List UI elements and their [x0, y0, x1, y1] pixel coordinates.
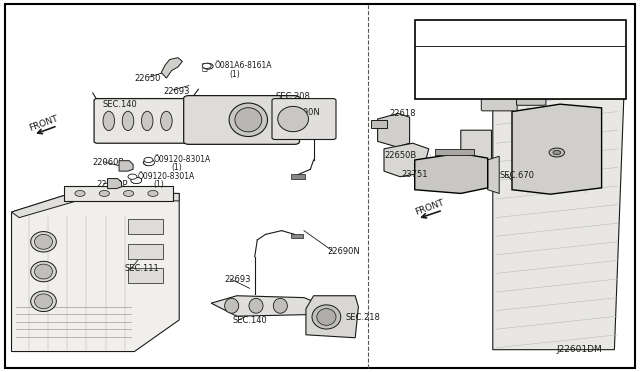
Text: FRONT: FRONT — [414, 198, 446, 217]
Ellipse shape — [225, 298, 239, 313]
Text: Ð08911-1062G: Ð08911-1062G — [512, 80, 570, 89]
Circle shape — [148, 190, 158, 196]
Circle shape — [553, 150, 561, 155]
Bar — [435, 149, 474, 155]
Ellipse shape — [161, 111, 172, 131]
Polygon shape — [12, 193, 179, 352]
FancyBboxPatch shape — [516, 84, 546, 105]
Ellipse shape — [35, 234, 52, 249]
Ellipse shape — [31, 291, 56, 312]
Text: Ⓑ: Ⓑ — [202, 61, 208, 71]
Ellipse shape — [312, 305, 340, 329]
Ellipse shape — [273, 298, 287, 313]
Text: 22693: 22693 — [224, 275, 250, 284]
Text: 22618: 22618 — [389, 109, 415, 118]
Text: 22611N: 22611N — [471, 80, 504, 89]
Polygon shape — [512, 104, 602, 194]
Polygon shape — [384, 143, 429, 177]
Polygon shape — [161, 58, 182, 78]
FancyBboxPatch shape — [184, 96, 300, 144]
Bar — [415, 20, 626, 99]
Text: (1): (1) — [154, 180, 164, 189]
Ellipse shape — [278, 106, 308, 132]
Bar — [291, 234, 303, 238]
Polygon shape — [378, 113, 410, 147]
Ellipse shape — [35, 294, 52, 309]
Ellipse shape — [229, 103, 268, 137]
Ellipse shape — [235, 108, 262, 132]
Polygon shape — [108, 179, 122, 189]
Text: SEC.111: SEC.111 — [125, 264, 159, 273]
Ellipse shape — [35, 264, 52, 279]
Polygon shape — [488, 156, 499, 193]
Circle shape — [144, 157, 153, 163]
Text: Ö081A6-8161A: Ö081A6-8161A — [214, 61, 272, 70]
Ellipse shape — [103, 111, 115, 131]
FancyBboxPatch shape — [272, 99, 336, 140]
Circle shape — [143, 160, 154, 166]
Bar — [291, 174, 305, 179]
Polygon shape — [64, 186, 173, 201]
Text: Ö09120-8301A: Ö09120-8301A — [154, 155, 211, 164]
Ellipse shape — [122, 111, 134, 131]
Circle shape — [503, 82, 512, 87]
Text: 22693: 22693 — [163, 87, 189, 96]
Polygon shape — [211, 296, 326, 316]
Circle shape — [203, 63, 213, 69]
Circle shape — [124, 190, 134, 196]
Ellipse shape — [317, 309, 336, 325]
Text: Ö09120-8301A: Ö09120-8301A — [138, 172, 195, 181]
Polygon shape — [119, 161, 133, 171]
Circle shape — [131, 177, 142, 183]
Text: 22060P: 22060P — [93, 158, 124, 167]
Text: SEC.208: SEC.208 — [275, 92, 310, 101]
Bar — [128, 268, 163, 283]
Circle shape — [131, 177, 141, 183]
Text: SEC.140: SEC.140 — [232, 316, 267, 325]
Text: (4): (4) — [526, 88, 537, 97]
Circle shape — [128, 174, 137, 179]
Text: 22690N: 22690N — [287, 108, 320, 117]
Bar — [128, 219, 163, 234]
FancyBboxPatch shape — [94, 99, 193, 143]
Ellipse shape — [31, 231, 56, 252]
Circle shape — [202, 63, 211, 68]
Bar — [128, 244, 163, 259]
Text: 22060P: 22060P — [96, 180, 127, 189]
Text: FRONT: FRONT — [28, 114, 60, 133]
Circle shape — [144, 159, 155, 166]
Text: 22690N: 22690N — [328, 247, 360, 256]
Text: 23751: 23751 — [401, 170, 428, 179]
Text: SEC.670: SEC.670 — [499, 171, 534, 180]
Polygon shape — [493, 93, 624, 350]
Text: (1): (1) — [229, 70, 240, 79]
Polygon shape — [12, 193, 179, 218]
Polygon shape — [415, 153, 488, 193]
Text: J22601DM: J22601DM — [557, 345, 602, 354]
Text: 22650: 22650 — [134, 74, 161, 83]
Text: (1): (1) — [172, 163, 182, 172]
Text: 22650B: 22650B — [384, 151, 416, 160]
Circle shape — [549, 148, 564, 157]
Text: THIS ECU MUST BE PROGRAMMED DATA.: THIS ECU MUST BE PROGRAMMED DATA. — [420, 38, 574, 46]
Text: ATTENTION:: ATTENTION: — [421, 28, 476, 37]
Ellipse shape — [141, 111, 153, 131]
Circle shape — [75, 190, 85, 196]
Text: SEC.140: SEC.140 — [102, 100, 137, 109]
Ellipse shape — [31, 261, 56, 282]
Ellipse shape — [249, 298, 263, 313]
FancyBboxPatch shape — [481, 86, 517, 111]
Text: SEC.218: SEC.218 — [346, 313, 380, 322]
Polygon shape — [306, 296, 358, 338]
Polygon shape — [461, 130, 492, 164]
Bar — [371, 120, 387, 128]
Circle shape — [99, 190, 109, 196]
Text: 23701: 23701 — [525, 65, 551, 74]
